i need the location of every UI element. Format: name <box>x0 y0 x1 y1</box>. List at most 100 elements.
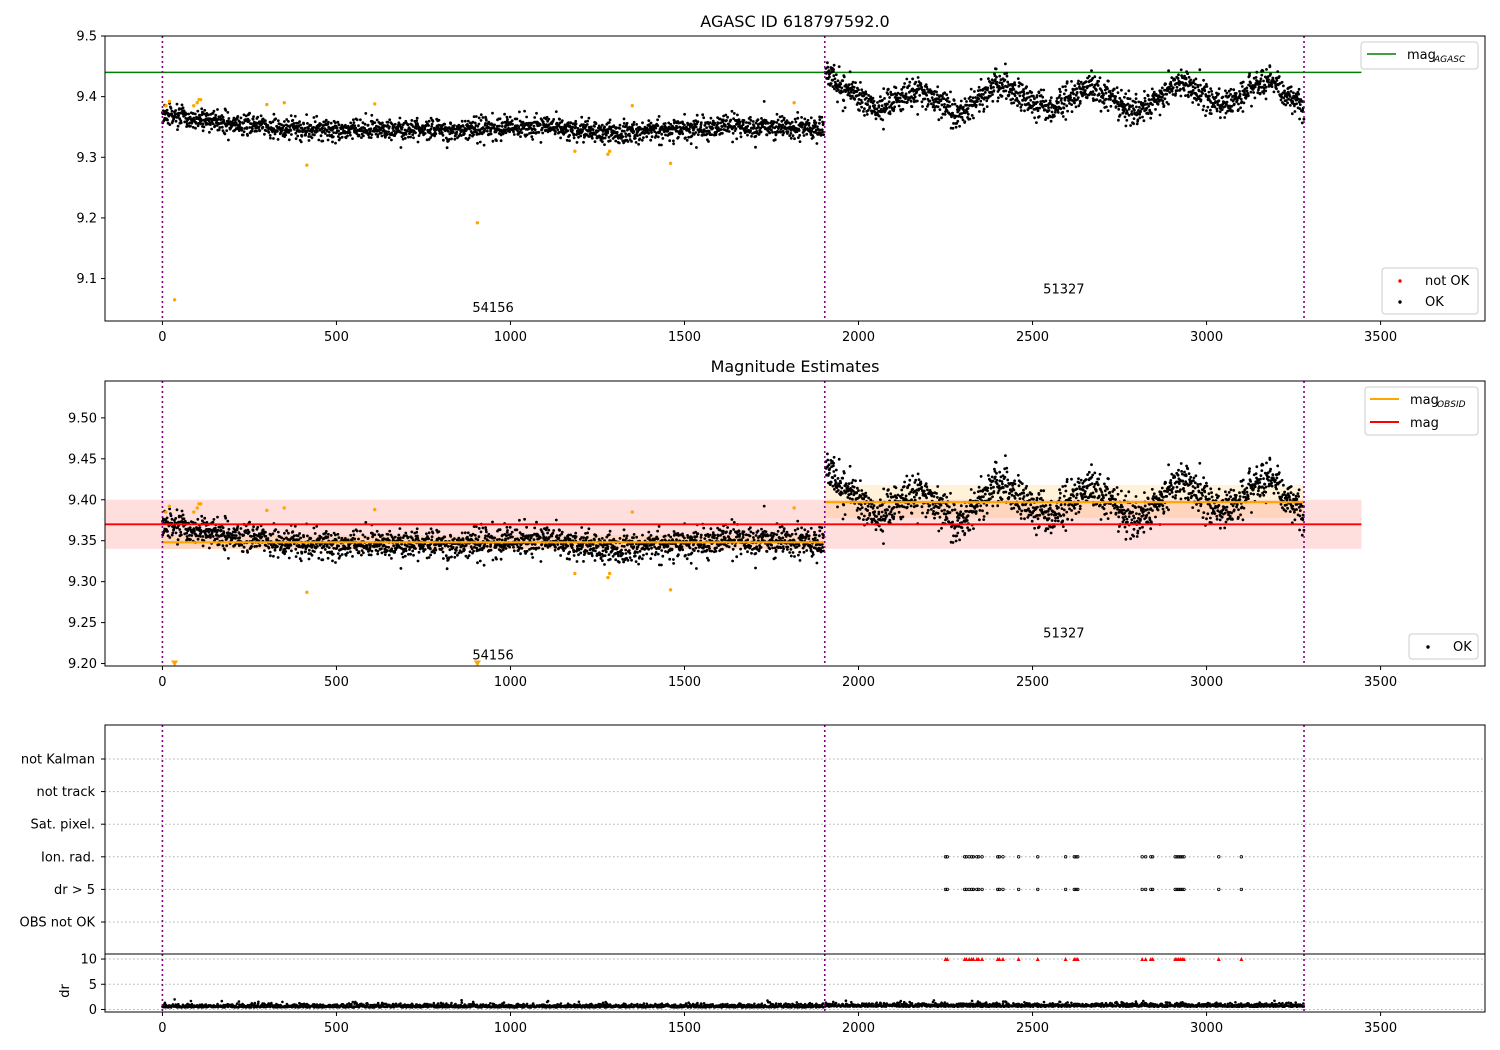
data-point <box>236 525 240 528</box>
data-point <box>256 525 260 529</box>
data-point <box>481 116 485 119</box>
panel-agasc-magnitude: AGASC ID 618797592.00 500 1000 1500 2000 2500… <box>76 12 1486 345</box>
data-point <box>635 123 638 126</box>
data-point <box>581 128 584 132</box>
data-point <box>694 131 698 134</box>
data-point <box>1059 107 1063 111</box>
data-point <box>554 518 558 522</box>
data-point <box>667 121 671 125</box>
data-point <box>1104 91 1108 95</box>
data-point <box>1249 81 1252 85</box>
data-point <box>294 137 298 141</box>
data-point <box>997 96 1000 100</box>
data-point <box>775 121 779 124</box>
data-point <box>239 116 243 120</box>
data-point <box>504 547 508 550</box>
data-point <box>1165 92 1169 96</box>
data-point <box>207 113 210 117</box>
data-point <box>1176 77 1180 80</box>
data-point <box>285 118 289 121</box>
data-point <box>562 132 566 136</box>
data-point <box>320 126 324 130</box>
data-point <box>427 531 431 535</box>
data-point <box>541 120 545 124</box>
data-point <box>476 538 480 542</box>
data-point <box>1179 87 1182 91</box>
data-point <box>336 120 340 124</box>
data-point <box>1258 91 1262 95</box>
data-point <box>222 531 226 535</box>
data-point <box>1123 115 1127 119</box>
data-point <box>375 529 379 533</box>
data-point <box>523 109 526 113</box>
data-point <box>959 104 963 107</box>
data-point <box>1036 109 1040 113</box>
data-point <box>416 140 420 144</box>
data-point <box>499 133 503 137</box>
data-point <box>420 126 424 130</box>
data-point <box>839 82 843 86</box>
data-point <box>909 99 913 103</box>
data-point <box>263 132 266 136</box>
data-point <box>506 537 510 540</box>
data-point <box>366 544 369 547</box>
data-point <box>340 135 344 139</box>
data-point <box>557 123 561 127</box>
data-point <box>1025 85 1028 89</box>
data-point <box>238 120 242 124</box>
data-point <box>390 557 393 560</box>
data-point <box>268 134 272 137</box>
data-point <box>431 119 435 123</box>
data-point <box>800 116 803 119</box>
data-point <box>506 118 509 121</box>
data-point <box>531 556 535 559</box>
data-point <box>460 134 463 137</box>
data-point <box>793 117 797 121</box>
data-point <box>658 130 662 134</box>
data-point <box>427 556 431 559</box>
data-point <box>280 536 283 540</box>
data-point <box>227 117 231 120</box>
data-point <box>355 529 359 533</box>
data-point <box>1187 95 1190 99</box>
data-point <box>1142 106 1145 110</box>
data-point <box>176 124 180 128</box>
data-point <box>1206 105 1210 109</box>
data-point <box>1259 77 1263 81</box>
data-point <box>415 530 419 534</box>
data-point <box>554 130 557 134</box>
data-point <box>952 99 956 102</box>
data-point <box>369 127 373 131</box>
data-point <box>1280 80 1284 84</box>
data-point <box>883 97 886 100</box>
data-point <box>430 535 434 539</box>
data-point <box>986 86 990 90</box>
data-point <box>491 520 494 524</box>
data-point <box>1077 79 1080 83</box>
data-point <box>346 134 349 138</box>
data-point <box>403 554 407 558</box>
data-point <box>1173 78 1177 82</box>
data-point <box>340 553 344 556</box>
data-point <box>450 555 453 559</box>
data-point <box>530 135 534 139</box>
data-point <box>1295 102 1298 106</box>
outlier-point <box>573 149 577 153</box>
data-point <box>310 546 314 549</box>
data-point <box>402 121 406 125</box>
data-point <box>338 554 342 558</box>
x-tick-label: 2000 <box>842 330 875 345</box>
data-point <box>216 108 219 111</box>
data-point <box>478 559 482 563</box>
data-point <box>355 118 359 122</box>
data-point <box>220 125 224 129</box>
data-point <box>1098 76 1102 80</box>
data-point <box>416 559 420 563</box>
data-point <box>591 128 595 132</box>
data-point <box>1189 78 1193 82</box>
data-point <box>622 122 626 125</box>
data-point <box>299 123 302 127</box>
data-point <box>1097 92 1101 96</box>
data-point <box>979 99 983 103</box>
data-point <box>264 534 268 538</box>
